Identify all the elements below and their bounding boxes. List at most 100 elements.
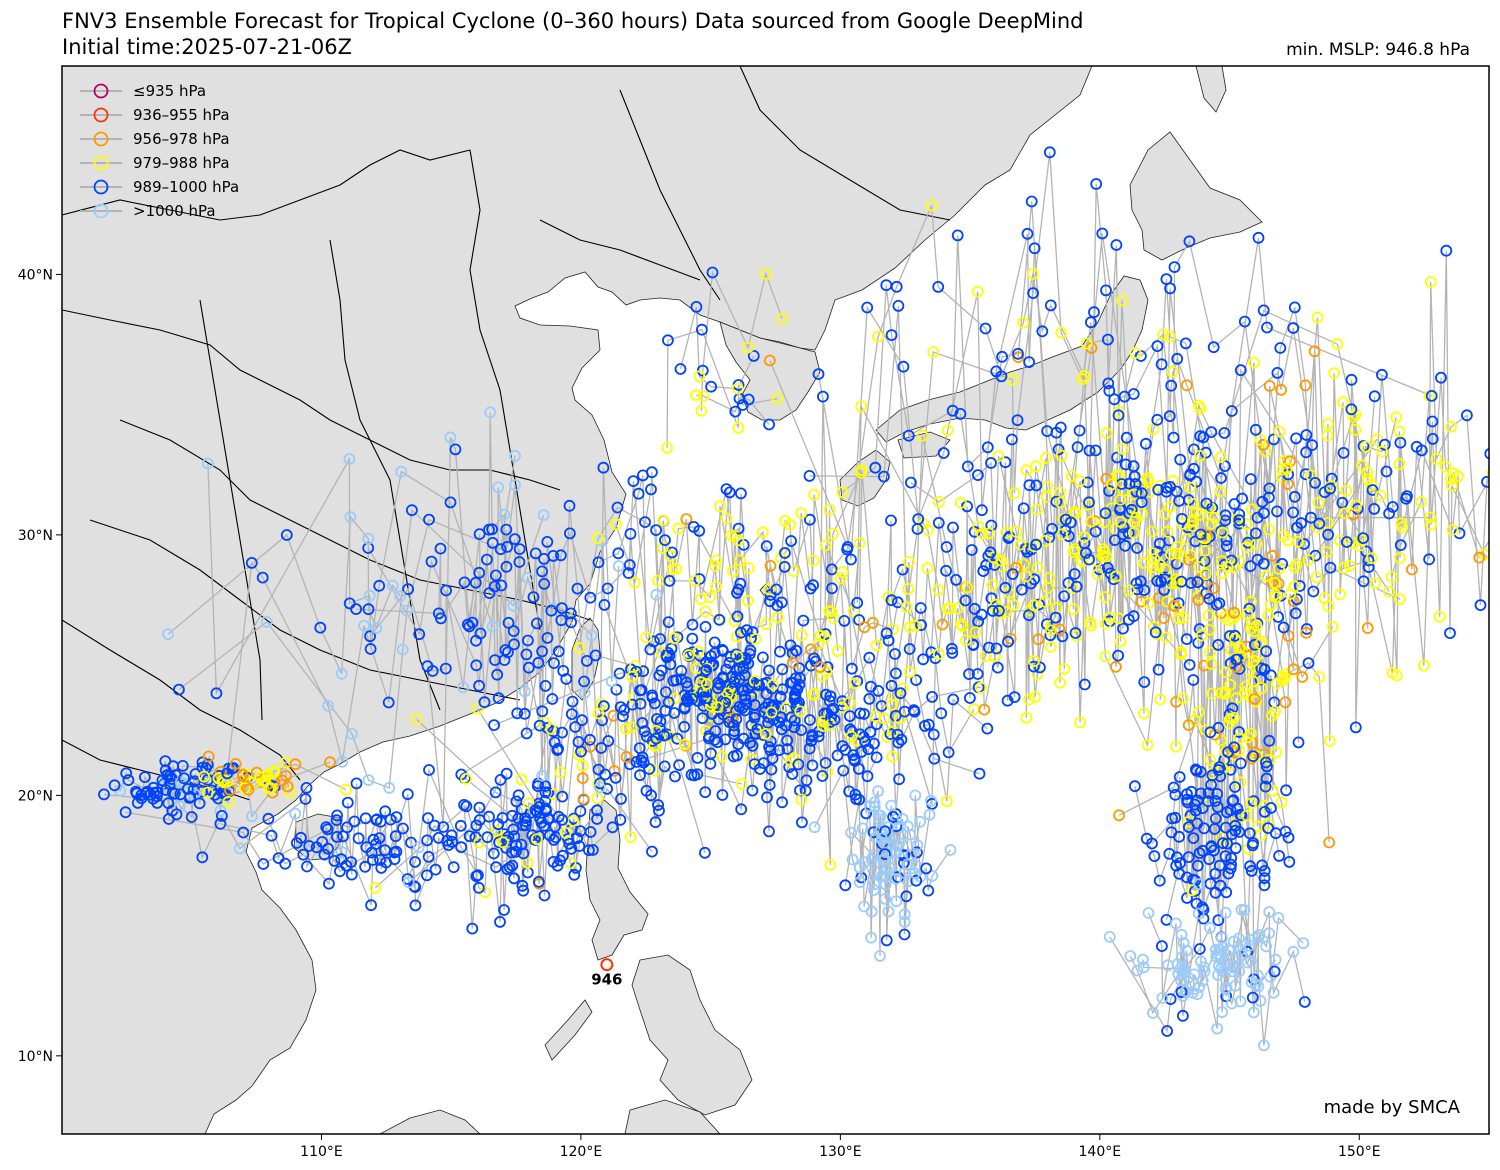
- track-point: [390, 811, 403, 823]
- track-point: [708, 636, 721, 649]
- track-point: [882, 590, 895, 603]
- track-point: [1148, 553, 1161, 565]
- track-point: [1254, 994, 1267, 1007]
- track-point: [366, 854, 379, 866]
- track-point: [654, 715, 667, 728]
- track-point: [1015, 583, 1028, 596]
- track-point: [1415, 444, 1428, 457]
- track-point: [210, 687, 223, 700]
- track-point: [1210, 943, 1222, 956]
- track-point: [920, 862, 933, 875]
- track-point: [1263, 491, 1275, 504]
- track-point: [1177, 1009, 1189, 1022]
- track-point: [1263, 734, 1276, 747]
- track-point: [532, 875, 545, 888]
- track-point: [1204, 726, 1217, 739]
- track-point: [1204, 753, 1217, 766]
- track-point: [1258, 879, 1271, 892]
- track-point: [766, 752, 779, 765]
- min-pressure-label: 946: [591, 971, 622, 989]
- track-point: [1247, 675, 1260, 688]
- track-point: [686, 618, 699, 631]
- track-point: [837, 764, 850, 777]
- track-point: [944, 844, 957, 856]
- track-point: [1034, 661, 1046, 674]
- track-point: [1120, 431, 1133, 444]
- track-point: [463, 830, 476, 843]
- track-point: [1323, 836, 1336, 849]
- track-point: [1371, 433, 1383, 446]
- track-point: [1074, 475, 1087, 487]
- track-point: [759, 728, 772, 740]
- track-point: [1187, 498, 1200, 510]
- track-point: [941, 795, 953, 808]
- track-point: [730, 713, 743, 726]
- track-point: [1452, 470, 1464, 483]
- track-point: [1032, 633, 1045, 646]
- track-point: [1204, 877, 1217, 890]
- track-point: [584, 826, 597, 838]
- track-point: [473, 566, 486, 579]
- track-point: [1157, 328, 1169, 341]
- track-point: [690, 300, 703, 313]
- track-point: [1174, 453, 1187, 466]
- track-point: [1070, 580, 1083, 593]
- track-point: [1020, 464, 1033, 477]
- track-point: [1056, 630, 1069, 643]
- track-point: [900, 601, 913, 613]
- track-point: [1243, 602, 1256, 615]
- track-point: [1184, 469, 1196, 482]
- track-point: [922, 718, 935, 731]
- track-point: [1103, 931, 1116, 943]
- track-point: [950, 574, 962, 586]
- track-point: [161, 769, 174, 782]
- track-point: [310, 841, 323, 854]
- track-point: [890, 846, 903, 859]
- track-point: [794, 705, 807, 718]
- track-point: [614, 701, 627, 713]
- track-point: [402, 583, 415, 596]
- track-point: [1167, 475, 1179, 487]
- track-point: [648, 739, 661, 752]
- track-point: [1214, 485, 1227, 498]
- track-point: [1385, 571, 1398, 583]
- track-point: [1180, 633, 1193, 645]
- track-point: [545, 604, 558, 617]
- track-point: [122, 774, 135, 786]
- track-point: [659, 534, 671, 546]
- track-point: [1481, 475, 1489, 488]
- track-point: [853, 537, 866, 549]
- track-point: [1277, 674, 1290, 687]
- track-point: [492, 818, 505, 831]
- track-point: [289, 807, 302, 820]
- track-point: [880, 627, 893, 640]
- track-point: [807, 688, 820, 701]
- track-point: [1251, 553, 1264, 566]
- track-point: [1062, 530, 1075, 543]
- track-point: [990, 642, 1003, 655]
- track-point: [569, 721, 582, 733]
- track-point: [867, 849, 880, 862]
- track-point: [923, 808, 936, 821]
- track-point: [964, 692, 976, 704]
- track-point: [903, 643, 916, 655]
- track-point: [1446, 479, 1458, 492]
- track-point: [827, 612, 840, 624]
- track-point: [765, 700, 778, 713]
- track-point: [1202, 795, 1215, 808]
- track-point: [1440, 244, 1453, 257]
- track-point: [1424, 276, 1437, 288]
- track-point: [1155, 575, 1167, 588]
- track-point: [335, 845, 348, 858]
- pressure-legend: ≤935 hPa 936–955 hPa 956–978 hPa 979–988 hP…: [80, 82, 239, 220]
- track-point: [493, 836, 505, 849]
- track-point: [470, 819, 483, 832]
- track-point: [971, 285, 984, 298]
- track-point: [646, 691, 659, 704]
- track-point: [1160, 273, 1173, 286]
- track-point: [301, 860, 313, 873]
- track-point: [400, 604, 413, 617]
- track-point: [1167, 781, 1180, 794]
- track-point: [780, 719, 792, 732]
- track-point: [831, 645, 844, 658]
